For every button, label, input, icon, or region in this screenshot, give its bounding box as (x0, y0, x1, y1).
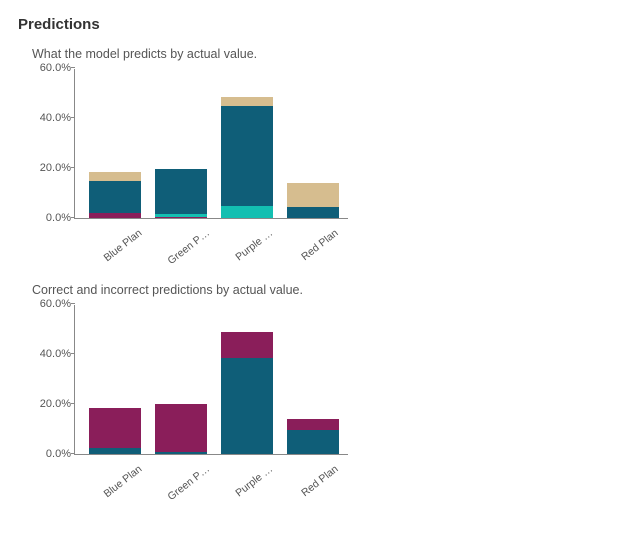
chart1-bar (155, 169, 207, 218)
chart1-segment (89, 213, 141, 218)
chart1-bar (287, 183, 339, 218)
chart2-y-tick: 40.0% (33, 348, 71, 360)
chart2-y-tick: 20.0% (33, 398, 71, 410)
chart1-subtitle: What the model predicts by actual value. (32, 47, 620, 61)
chart-predictions-by-actual: What the model predicts by actual value.… (18, 47, 620, 265)
chart1-segment (221, 106, 273, 206)
chart-correct-incorrect: Correct and incorrect predictions by act… (18, 283, 620, 501)
chart2-segment (287, 419, 339, 430)
page-title: Predictions (18, 16, 620, 33)
chart1-segment (89, 172, 141, 181)
chart1-y-tick: 0.0% (33, 212, 71, 224)
chart2-bar (287, 419, 339, 454)
chart2-segment (155, 404, 207, 452)
chart2-bar (221, 332, 273, 455)
chart1-segment (155, 169, 207, 214)
chart1-segment (287, 207, 339, 218)
chart2-bar (89, 408, 141, 454)
chart1-y-tick: 60.0% (33, 62, 71, 74)
chart2-x-label: Red Plan (300, 463, 362, 526)
chart1-bar (221, 97, 273, 218)
chart1-y-tick: 20.0% (33, 162, 71, 174)
chart1-bar (89, 172, 141, 218)
chart1-segment (89, 181, 141, 214)
chart2-y-tick: 0.0% (33, 448, 71, 460)
chart1-y-tick: 40.0% (33, 112, 71, 124)
chart2-segment (89, 448, 141, 454)
chart1-segment (221, 206, 273, 219)
chart2-segment (221, 332, 273, 358)
chart2-segment (221, 358, 273, 454)
chart1-plot: 0.0%20.0%40.0%60.0% (74, 69, 348, 219)
chart2-bar (155, 404, 207, 454)
chart1-segment (221, 97, 273, 106)
chart1-plot-area: 0.0%20.0%40.0%60.0%Blue PlanGreen P…Purp… (32, 69, 620, 265)
chart2-segment (89, 408, 141, 448)
chart2-segment (155, 452, 207, 455)
chart1-segment (287, 183, 339, 207)
chart1-segment (155, 217, 207, 218)
chart2-plot-area: 0.0%20.0%40.0%60.0%Blue PlanGreen P…Purp… (32, 305, 620, 501)
chart2-y-tick: 60.0% (33, 298, 71, 310)
chart2-plot: 0.0%20.0%40.0%60.0% (74, 305, 348, 455)
chart2-segment (287, 430, 339, 454)
chart1-x-label: Red Plan (300, 227, 362, 290)
